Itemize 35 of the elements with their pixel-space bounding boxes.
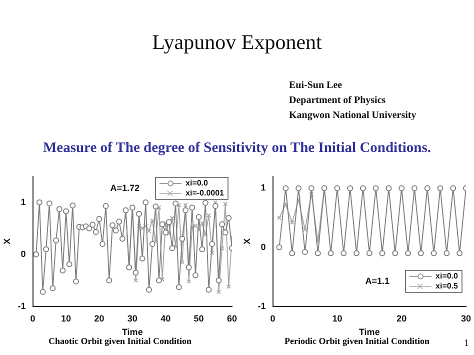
annotation: A=1.72 (110, 182, 140, 193)
text: Periodic Orbit given Initial Condition (284, 336, 430, 346)
annotation: A=1.1 (365, 276, 390, 286)
y-tick-label: 0 (20, 248, 26, 259)
x-tick-label: 0 (270, 313, 276, 324)
text: Measure of The degree of Sensitivity on The Initial Conditions. (42, 140, 432, 157)
x-tick-label: 40 (160, 313, 171, 324)
y-axis-title: X (2, 238, 12, 244)
y-axis-title: X (242, 238, 252, 244)
text: Eui-Sun Lee (289, 80, 342, 91)
x-tick-label: 10 (60, 313, 72, 324)
text: Lyapunov Exponent (151, 30, 323, 55)
y-tick-label: -1 (18, 300, 26, 311)
text: Chaotic Orbit given Initial Condition (47, 336, 192, 346)
text: Department of Physics (289, 95, 386, 106)
x-tick-label: 50 (194, 313, 204, 324)
legend-label: xi=0.0 (436, 272, 459, 281)
x-tick-label: 60 (226, 313, 237, 324)
legend-label: xi=-0.0001 (186, 188, 225, 198)
x-tick-label: 20 (396, 313, 407, 324)
legend-label: xi=0.0 (186, 178, 209, 188)
x-tick-label: 20 (94, 313, 104, 324)
legend-label: xi=0.5 (436, 282, 459, 291)
x-tick-label: 0 (30, 313, 36, 324)
y-tick-label: 1 (260, 182, 266, 193)
text: Kangwon National University (289, 110, 416, 121)
text: 1 (464, 338, 469, 349)
x-axis-title: Time (358, 327, 380, 338)
x-tick-label: 10 (332, 313, 342, 324)
x-tick-label: 30 (127, 313, 138, 324)
y-tick-label: -1 (258, 300, 266, 311)
x-axis-title: Time (122, 327, 143, 338)
x-tick-label: 30 (460, 313, 471, 324)
y-tick-label: 1 (20, 196, 26, 207)
y-tick-label: 0 (260, 242, 266, 252)
